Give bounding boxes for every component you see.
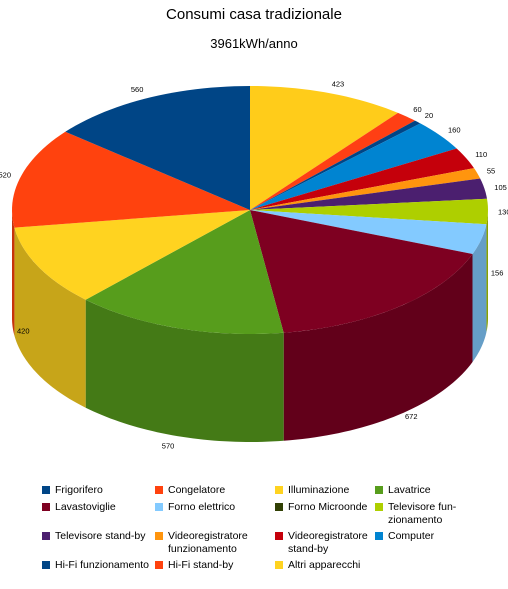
pie-slice-1: [250, 112, 416, 210]
data-label: 156: [491, 268, 504, 277]
legend-swatch: [275, 561, 283, 569]
pie-slice-5: [250, 168, 481, 210]
chart-title: Consumi casa tradizionale: [166, 6, 342, 23]
legend-swatch: [42, 503, 50, 511]
pie-slice-4: [250, 148, 475, 210]
legend-swatch: [155, 561, 163, 569]
pie-side-8: [472, 224, 487, 363]
pie-slice-7: [250, 198, 488, 225]
data-label: 20: [425, 111, 433, 120]
pie-slice-2: [250, 120, 421, 210]
data-label: 55: [487, 166, 495, 175]
data-label: 420: [17, 327, 30, 336]
legend-label: Televisore stand-by: [55, 530, 146, 542]
pie-slice-0: [250, 86, 398, 210]
data-label: 130: [498, 208, 508, 217]
pie-slice-9: [250, 210, 473, 333]
data-label: 570: [162, 442, 175, 451]
legend-label: Videoregistratore stand-by: [288, 530, 368, 555]
legend-swatch: [275, 503, 283, 511]
legend-swatch: [42, 561, 50, 569]
legend-label: Congelatore: [168, 484, 226, 496]
legend-swatch: [375, 486, 383, 494]
legend-swatch: [375, 503, 383, 511]
chart-subtitle: 3961kWh/anno: [210, 36, 298, 51]
legend-swatch: [275, 532, 283, 540]
pie-side-9: [283, 254, 473, 441]
legend-label: Altri apparecchi: [288, 559, 361, 571]
data-label: 672: [405, 412, 418, 421]
legend-swatch: [375, 532, 383, 540]
legend-swatch: [155, 532, 163, 540]
legend-label: Hi-Fi funzionamento: [55, 559, 149, 571]
data-label: 110: [475, 150, 487, 159]
pie-slice-6: [250, 178, 488, 210]
legend-swatch: [42, 532, 50, 540]
legend-label: Hi-Fi stand-by: [168, 559, 234, 571]
legend-swatch: [155, 503, 163, 511]
pie-slice-12: [12, 131, 251, 228]
data-label: 60: [413, 105, 421, 114]
pie-side-12: [12, 210, 15, 336]
legend-label: Illuminazione: [288, 484, 350, 496]
legend-label: Lavastoviglie: [55, 501, 116, 513]
legend-label: Televisore fun-zionamento: [388, 501, 457, 526]
pie-slice-8: [250, 210, 487, 255]
legend-label: Videoregistratore funzionamento: [168, 530, 248, 555]
pie-slice-13: [65, 86, 250, 210]
legend-label: Forno Microonde: [288, 501, 368, 513]
data-label: 423: [332, 80, 345, 89]
pie-slice-10: [85, 210, 284, 334]
data-label: 105: [494, 183, 507, 192]
pie-side-7: [486, 210, 488, 333]
legend-swatch: [155, 486, 163, 494]
data-label: 560: [131, 85, 144, 94]
legend-label: Forno elettrico: [168, 501, 236, 513]
pie-side-10: [85, 299, 284, 442]
legend-label: Computer: [388, 530, 435, 542]
legend-swatch: [275, 486, 283, 494]
data-label: 160: [448, 125, 461, 134]
pie-slice-3: [250, 123, 457, 210]
pie-top: [12, 86, 488, 334]
pie-sides: [12, 210, 488, 442]
pie-slice-11: [14, 210, 250, 300]
pie-side-11: [14, 227, 86, 408]
legend-label: Lavatrice: [388, 484, 431, 496]
data-label: 520: [0, 170, 11, 179]
legend-swatch: [42, 486, 50, 494]
legend-label: Frigorifero: [55, 484, 103, 496]
